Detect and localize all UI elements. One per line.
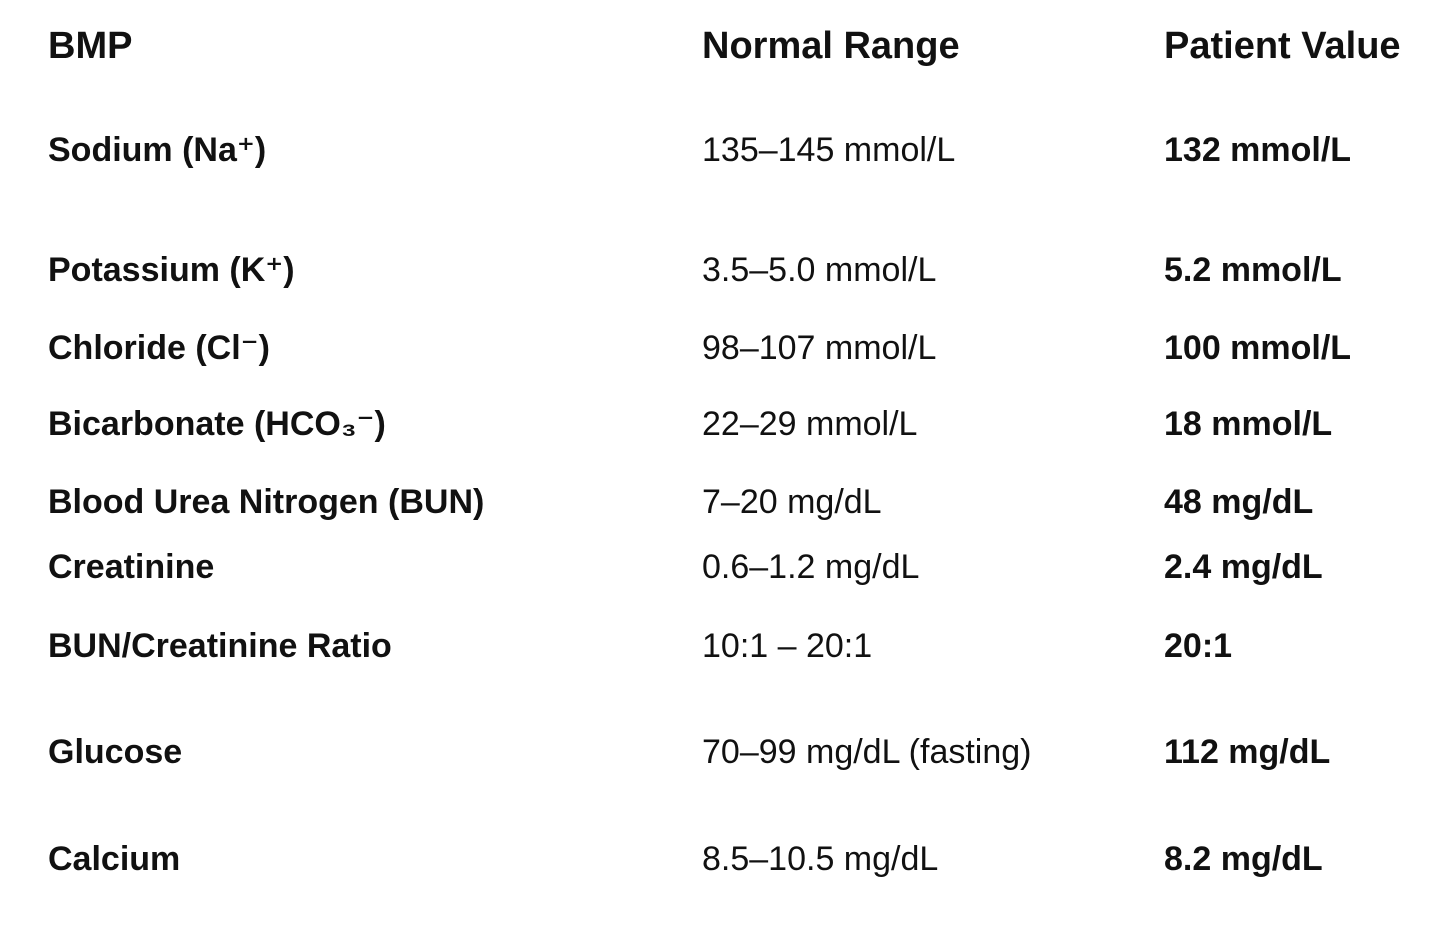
patient-value: 2.4 mg/dL <box>1164 548 1323 586</box>
normal-range: 0.6–1.2 mg/dL <box>702 548 920 586</box>
test-name: Bicarbonate (HCO₃⁻) <box>48 405 386 443</box>
test-name: BUN/Creatinine Ratio <box>48 627 392 665</box>
patient-value: 8.2 mg/dL <box>1164 840 1323 878</box>
normal-range: 3.5–5.0 mmol/L <box>702 251 937 289</box>
test-name: Glucose <box>48 733 183 771</box>
table-row: Potassium (K⁺) 3.5–5.0 mmol/L 5.2 mmol/L <box>0 246 1440 294</box>
table-row: Creatinine 0.6–1.2 mg/dL 2.4 mg/dL <box>0 543 1440 591</box>
patient-value: 132 mmol/L <box>1164 131 1352 169</box>
test-name: Calcium <box>48 840 181 878</box>
test-name: Sodium (Na⁺) <box>48 131 267 169</box>
normal-range: 135–145 mmol/L <box>702 131 956 169</box>
normal-range: 8.5–10.5 mg/dL <box>702 840 939 878</box>
table-row: Bicarbonate (HCO₃⁻) 22–29 mmol/L 18 mmol… <box>0 400 1440 448</box>
table-row: Chloride (Cl⁻) 98–107 mmol/L 100 mmol/L <box>0 324 1440 372</box>
normal-range: 10:1 – 20:1 <box>702 627 873 665</box>
normal-range: 7–20 mg/dL <box>702 483 882 521</box>
patient-value: 112 mg/dL <box>1164 733 1331 771</box>
test-name: Potassium (K⁺) <box>48 251 295 289</box>
table-row: BUN/Creatinine Ratio 10:1 – 20:1 20:1 <box>0 622 1440 670</box>
table-row: Calcium 8.5–10.5 mg/dL 8.2 mg/dL <box>0 835 1440 883</box>
test-name: Blood Urea Nitrogen (BUN) <box>48 483 485 521</box>
test-name: Creatinine <box>48 548 215 586</box>
patient-value: 20:1 <box>1164 627 1233 665</box>
patient-value: 5.2 mmol/L <box>1164 251 1342 289</box>
table-header-row: BMP Normal Range Patient Value <box>0 22 1440 70</box>
patient-value: 100 mmol/L <box>1164 329 1352 367</box>
test-name: Chloride (Cl⁻) <box>48 329 270 367</box>
normal-range: 22–29 mmol/L <box>702 405 918 443</box>
table-row: Glucose 70–99 mg/dL (fasting) 112 mg/dL <box>0 728 1440 776</box>
header-patient-value: Patient Value <box>1164 25 1401 67</box>
patient-value: 18 mmol/L <box>1164 405 1333 443</box>
normal-range: 98–107 mmol/L <box>702 329 937 367</box>
patient-value: 48 mg/dL <box>1164 483 1314 521</box>
header-normal-range: Normal Range <box>702 25 960 67</box>
table-row: Blood Urea Nitrogen (BUN) 7–20 mg/dL 48 … <box>0 478 1440 526</box>
header-test: BMP <box>48 25 133 67</box>
normal-range: 70–99 mg/dL (fasting) <box>702 733 1032 771</box>
table-row: Sodium (Na⁺) 135–145 mmol/L 132 mmol/L <box>0 126 1440 174</box>
